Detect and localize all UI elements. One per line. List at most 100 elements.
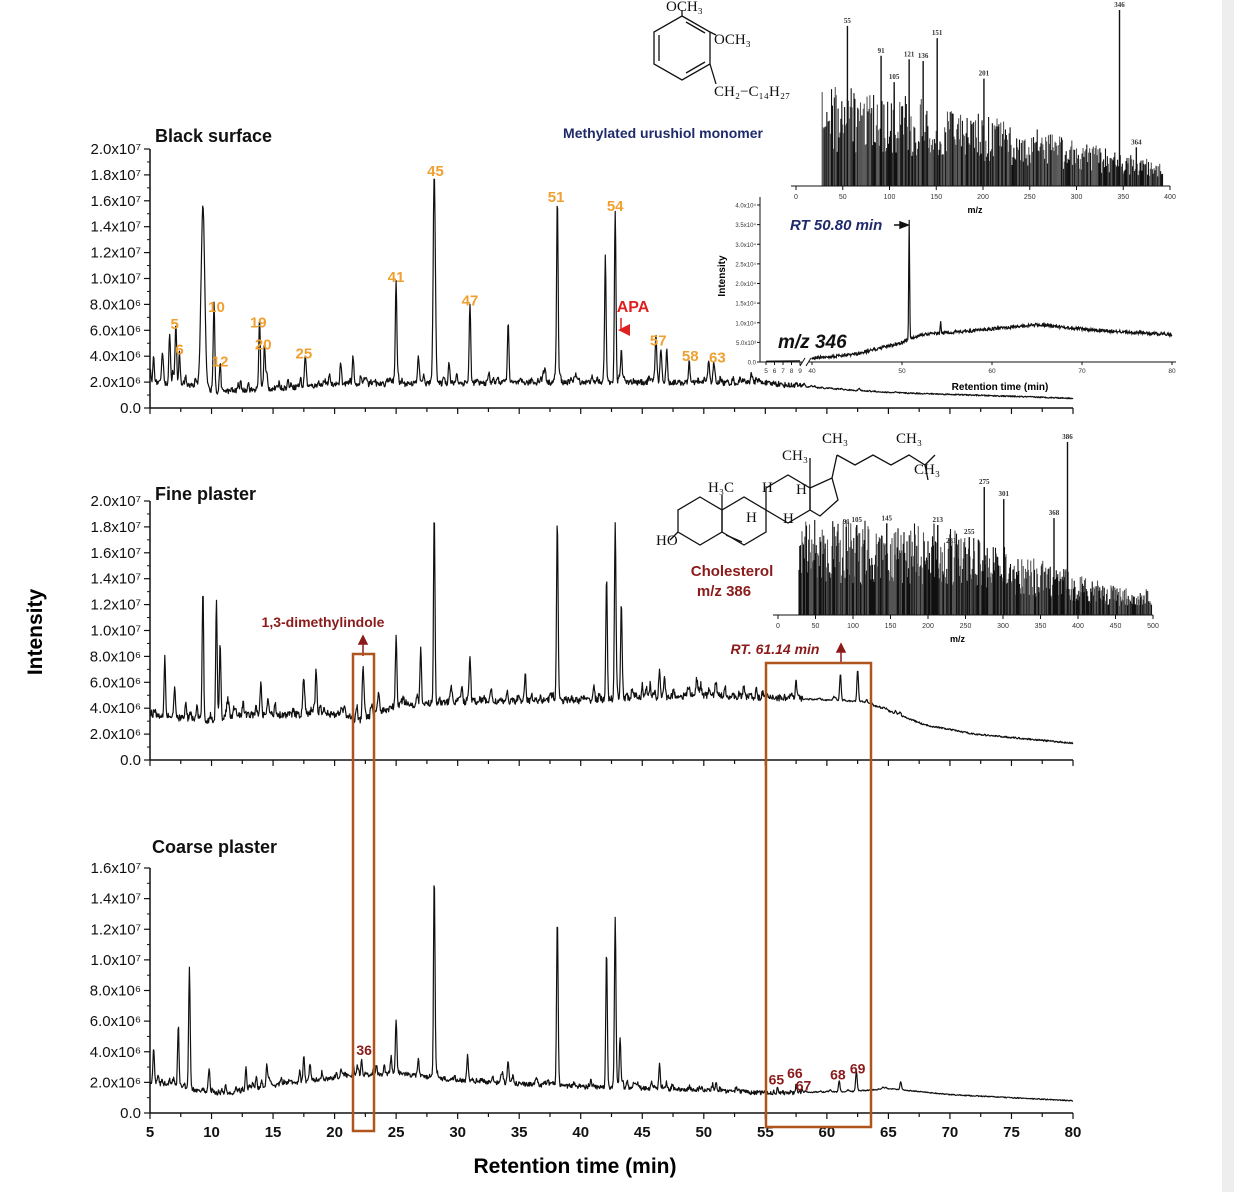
chol-label-h-4: H xyxy=(783,511,794,527)
ms-x-tick-label: 100 xyxy=(884,194,896,201)
mz346-chromatogram-inset: 0.0 5.0x10³ 1.0x10⁴ 1.5x10⁴ 2.0x10⁴ 2.5x10⁴ 3.… xyxy=(735,197,1176,375)
ms-x-tick-label: 300 xyxy=(1071,194,1083,201)
chol-label-ch3-3: CH₃ xyxy=(914,462,940,478)
axis-break-mark xyxy=(799,357,812,367)
inset-x-tick-label: 8 xyxy=(790,368,794,375)
ms-peak-label: 201 xyxy=(979,70,990,78)
peak-label: 63 xyxy=(709,349,726,366)
chol-label-h-2: H xyxy=(796,482,807,498)
x-tick-label: 70 xyxy=(942,1124,959,1141)
urushiol-mass-spectrum: 55 91 105 121 136 151 201 346 364 0 50 100 150 200 250… xyxy=(791,1,1176,215)
ms-peak-label: 91 xyxy=(843,518,851,526)
ms-x-tick-label: 100 xyxy=(847,623,859,630)
inset-y-tick-label: 1.0x10⁴ xyxy=(735,320,756,327)
y-tick-label: 1.4x10⁷ xyxy=(91,571,141,588)
inset-y-tick-label: 5.0x10³ xyxy=(736,341,756,347)
x-axis-label: Retention time (min) xyxy=(474,1155,677,1178)
ms-peak-label: 231 xyxy=(946,537,957,545)
rt-6114-label: RT. 61.14 min xyxy=(731,641,820,657)
urushiol-compound-label: Methylated urushiol monomer xyxy=(563,125,763,141)
inset-x-tick-label: 80 xyxy=(1168,368,1176,375)
inset-x-tick-label: 50 xyxy=(898,368,906,375)
x-tick-label: 35 xyxy=(511,1124,528,1141)
chol-label-ch3-2: CH₃ xyxy=(896,431,922,447)
y-tick-label: 1.4x10⁷ xyxy=(91,891,141,908)
peak-label: 41 xyxy=(388,269,405,286)
ms-peak-label: 136 xyxy=(918,52,929,60)
ms-x-tick-label: 200 xyxy=(922,623,934,630)
ms-peak-label: 255 xyxy=(964,528,975,536)
urushiol-structure xyxy=(653,10,717,85)
y-tick-label: 8.0x10⁶ xyxy=(90,983,141,1000)
inset-trace xyxy=(811,219,1173,361)
y-tick-label: 8.0x10⁶ xyxy=(90,648,141,665)
ms-x-tick-label: 400 xyxy=(1072,623,1084,630)
inset-x-tick-label: 40 xyxy=(808,368,816,375)
chromatogram-panel-2: 0.0 2.0x10⁶ 4.0x10⁶ 6.0x10⁶ 8.0x10⁶ 1.0x10⁷ 1.… xyxy=(90,837,1082,1141)
x-tick-label: 45 xyxy=(634,1124,651,1141)
y-tick-label: 1.8x10⁷ xyxy=(91,519,141,536)
y-tick-label: 0.0 xyxy=(120,752,141,769)
ms-peak-label: 386 xyxy=(1062,433,1073,441)
ms-peak-label: 145 xyxy=(882,514,893,522)
ms-peak-label: 368 xyxy=(1049,509,1060,517)
chol-label-h-3: H xyxy=(746,510,757,526)
y-axis-label: Intensity xyxy=(24,589,47,676)
ms-peak-label: 275 xyxy=(979,478,990,486)
inset-x-tick-label: 9 xyxy=(798,368,802,375)
ms-x-tick-label: 0 xyxy=(776,623,780,630)
x-tick-label: 50 xyxy=(695,1124,712,1141)
inset-y-tick-label: 2.0x10⁴ xyxy=(735,281,756,288)
x-tick-label: 10 xyxy=(203,1124,220,1141)
panel-title: Black surface xyxy=(155,126,272,146)
peak-label: 69 xyxy=(850,1061,866,1077)
cholesterol-structure xyxy=(669,454,936,546)
ms-x-tick-label: 350 xyxy=(1035,623,1047,630)
rt-5080-arrow xyxy=(894,220,911,230)
cholesterol-ion-label: m/z 386 xyxy=(697,583,751,600)
ms-peak-label: 364 xyxy=(1131,138,1142,146)
cholesterol-mass-spectrum: 91 105 145 213 231 255 275 301 368 386 0 50 100 150 20… xyxy=(773,433,1159,644)
chromatogram-trace xyxy=(149,522,1074,745)
peak-label: 45 xyxy=(427,163,444,180)
y-tick-label: 2.0x10⁶ xyxy=(90,1074,141,1091)
y-tick-label: 4.0x10⁶ xyxy=(90,1044,141,1061)
inset-x-tick-label: 7 xyxy=(781,368,785,375)
y-tick-label: 1.6x10⁷ xyxy=(91,193,141,210)
peak-label: 67 xyxy=(796,1077,812,1093)
inset-x-tick-label: 70 xyxy=(1078,368,1086,375)
peak-label: 68 xyxy=(830,1067,846,1083)
y-tick-label: 2.0x10⁷ xyxy=(91,141,141,158)
chromatogram-trace xyxy=(149,885,1074,1102)
inset-y-tick-label: 0.0 xyxy=(748,361,757,367)
y-tick-label: 1.2x10⁷ xyxy=(91,921,141,938)
peak-label: 10 xyxy=(208,299,225,316)
inset-x-tick-label: 60 xyxy=(988,368,996,375)
chol-label-ho: HO xyxy=(656,533,678,549)
mz346-label: m/z 346 xyxy=(778,332,847,353)
x-tick-label: 40 xyxy=(572,1124,589,1141)
peak-label: 5 xyxy=(170,316,178,333)
y-tick-label: 1.2x10⁷ xyxy=(91,597,141,614)
x-tick-label: 15 xyxy=(265,1124,282,1141)
highlight-box-cholesterol xyxy=(764,661,873,1129)
ms-peak-label: 301 xyxy=(999,490,1010,498)
inset-x-tick-label: 6 xyxy=(773,368,777,375)
y-tick-label: 1.6x10⁷ xyxy=(91,545,141,562)
peak-label: 47 xyxy=(462,293,479,310)
peak-label: 20 xyxy=(255,337,272,354)
y-tick-label: 4.0x10⁶ xyxy=(90,700,141,717)
dimethylindole-label: 1,3-dimethylindole xyxy=(262,614,385,630)
y-tick-label: 1.0x10⁷ xyxy=(91,623,141,640)
y-tick-label: 2.0x10⁷ xyxy=(91,493,141,510)
peak-label: 57 xyxy=(650,333,667,350)
chol-label-h-1: H xyxy=(762,480,773,496)
peak-label: 65 xyxy=(769,1071,785,1087)
ms-x-axis-label: m/z xyxy=(967,205,983,215)
y-tick-label: 0.0 xyxy=(120,1105,141,1122)
y-tick-label: 2.0x10⁶ xyxy=(90,726,141,743)
ms-x-axis-label: m/z xyxy=(950,634,966,644)
ms-peak-label: 346 xyxy=(1114,1,1125,9)
y-tick-label: 4.0x10⁶ xyxy=(90,348,141,365)
chromatogram-trace xyxy=(149,178,1074,400)
